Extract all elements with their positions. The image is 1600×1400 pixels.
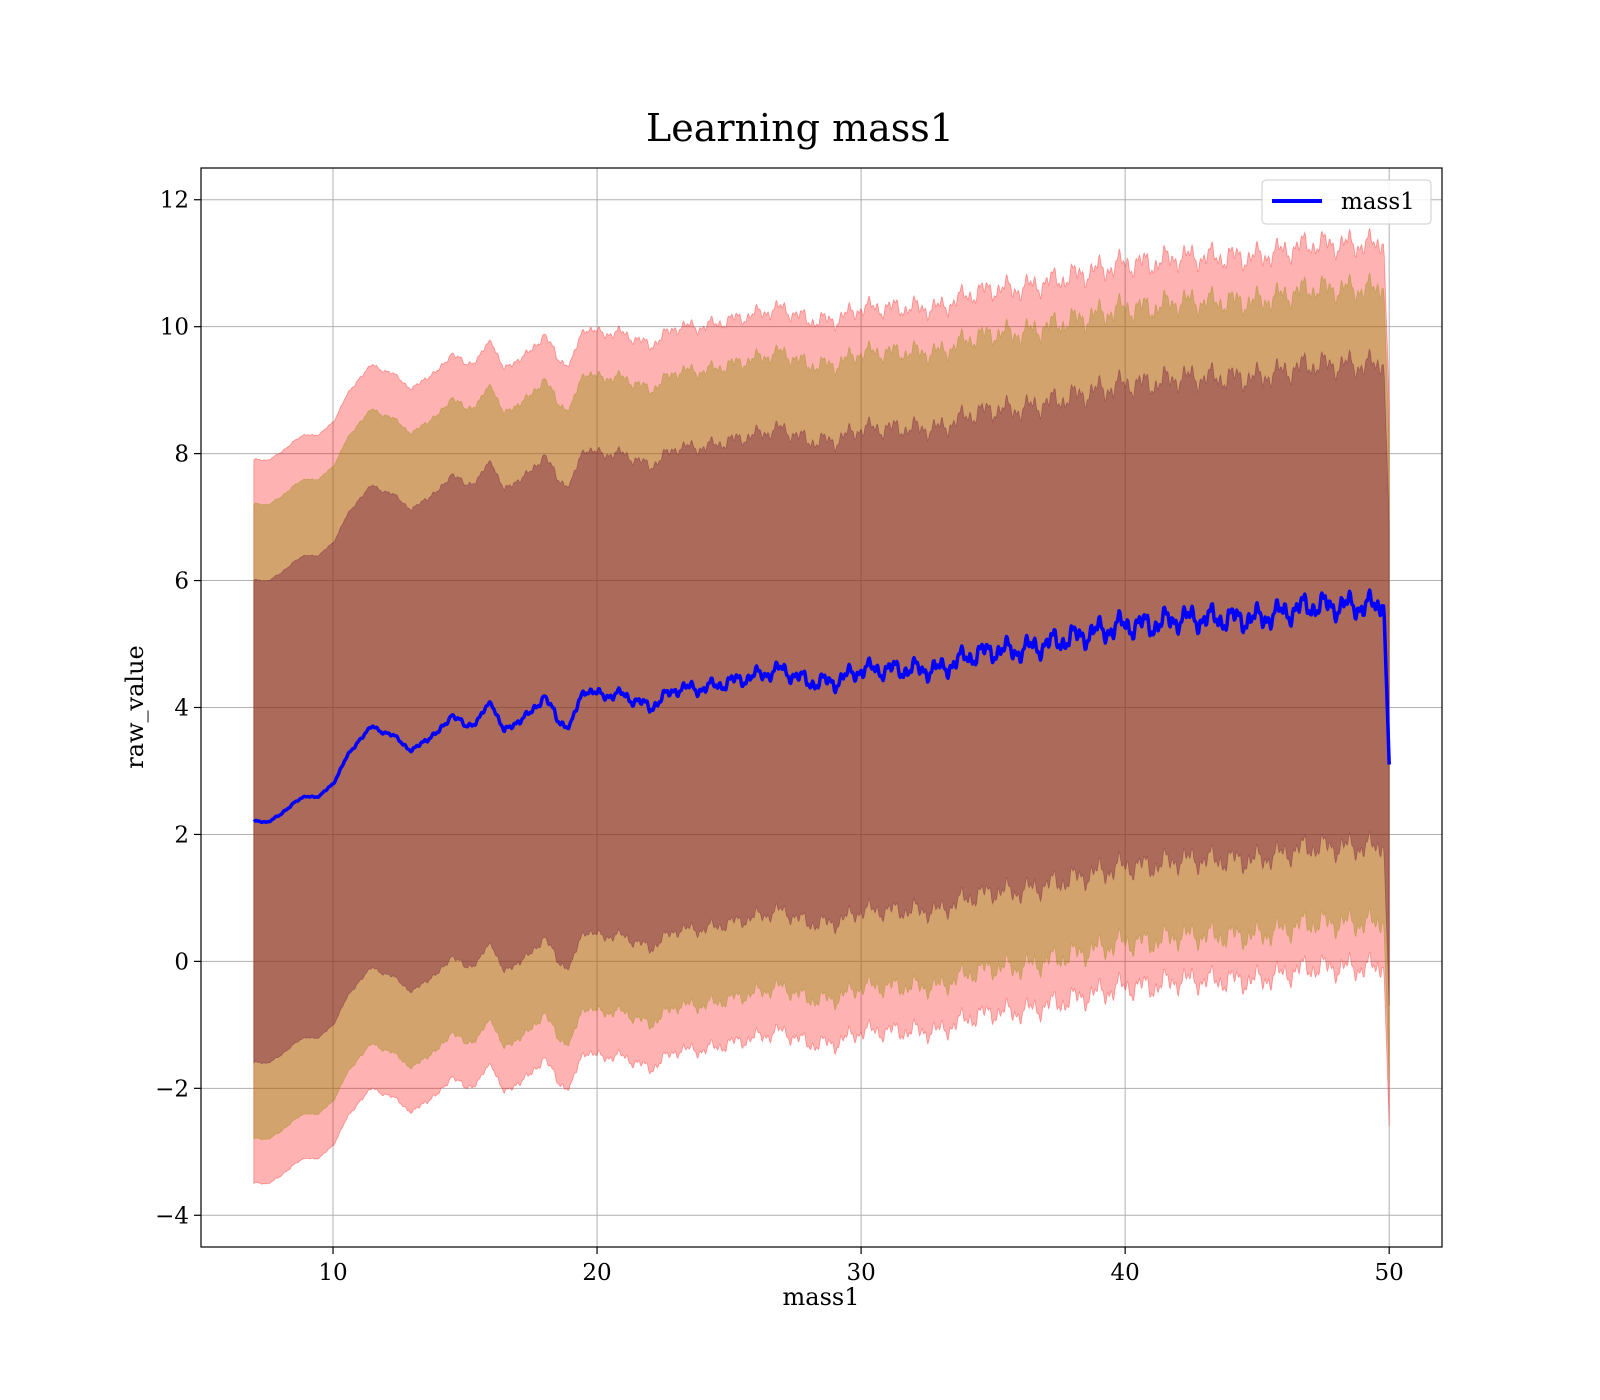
y-tick-label-1: −2 xyxy=(155,1076,189,1102)
y-tick-label-7: 10 xyxy=(160,315,189,341)
chart-title: Learning mass1 xyxy=(646,106,954,150)
y-tick-label-8: 12 xyxy=(160,188,189,214)
x-tick-label-3: 40 xyxy=(1111,1260,1140,1286)
y-tick-label-2: 0 xyxy=(174,949,189,975)
confidence-bands xyxy=(253,228,1390,1185)
legend: mass1 xyxy=(1261,179,1432,225)
y-tick-label-0: −4 xyxy=(155,1203,189,1229)
x-axis-label: mass1 xyxy=(783,1283,860,1311)
x-tick-label-4: 50 xyxy=(1375,1260,1404,1286)
y-axis-label: raw_value xyxy=(121,645,149,769)
series-layer xyxy=(252,588,1391,825)
band-outer xyxy=(253,228,1390,1185)
x-tick-label-0: 10 xyxy=(318,1260,347,1286)
y-tick-label-5: 6 xyxy=(174,569,189,595)
series-line-mass1 xyxy=(252,588,1391,825)
grid xyxy=(201,168,1442,1247)
y-tick-label-3: 2 xyxy=(174,822,189,848)
x-tick-label-2: 30 xyxy=(846,1260,875,1286)
x-tick-label-1: 20 xyxy=(582,1260,611,1286)
legend-label-mass1: mass1 xyxy=(1341,189,1415,215)
band-middle xyxy=(253,272,1390,1141)
y-tick-label-6: 8 xyxy=(174,442,189,468)
legend-box xyxy=(1261,179,1432,225)
band-inner xyxy=(253,348,1390,1065)
y-tick-label-4: 4 xyxy=(174,696,189,722)
axis-ticks: 10 20 30 40 50 −4 −2 0 2 4 6 8 10 12 xyxy=(155,188,1404,1286)
